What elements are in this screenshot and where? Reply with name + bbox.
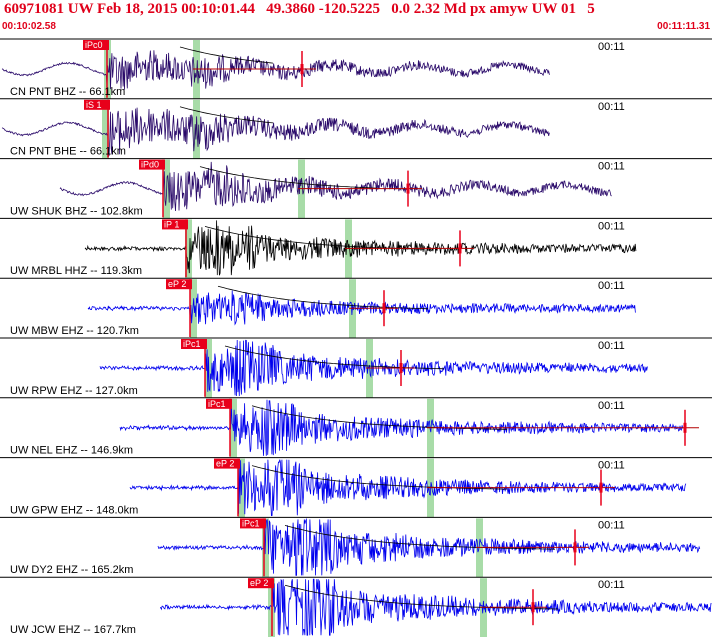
seismogram-trace — [84, 220, 637, 276]
phase-pick-label: iPc0 — [85, 40, 103, 50]
phase-pick-label: iS 1 — [86, 100, 102, 110]
station-label: CN PNT BHE -- 66.1km — [10, 146, 126, 158]
phase-pick-label-box[interactable] — [214, 458, 240, 469]
trace-panel[interactable]: eP 2 00:11 UW JCW EHZ -- 167.7km — [0, 576, 712, 637]
station-label: UW SHUK BHZ -- 102.8km — [10, 205, 143, 217]
coda-end-handle[interactable] — [399, 363, 403, 373]
coda-end-handle[interactable] — [573, 542, 577, 553]
trace-panel[interactable]: eP 2 00:11 UW MBW EHZ -- 120.7km — [0, 277, 712, 338]
coda-end-handle[interactable] — [382, 303, 386, 314]
time-mark: 00:11 — [598, 519, 625, 531]
phase-pick-label: iPc1 — [208, 399, 226, 409]
phase-pick-label-box[interactable] — [181, 339, 207, 349]
window-end-time: 00:11:11.31 — [657, 21, 710, 32]
coda-end-handle[interactable] — [406, 183, 410, 194]
seismogram-trace — [1, 107, 550, 158]
station-label: UW MRBL HHZ -- 119.3km — [10, 265, 142, 277]
phase-pick-label-box[interactable] — [166, 279, 192, 290]
coda-decay-curve — [199, 166, 378, 189]
trace-panel[interactable]: eP 2 00:11 UW GPW EHZ -- 148.0km — [0, 457, 712, 518]
coda-end-handle[interactable] — [683, 422, 687, 433]
station-label: CN PNT BHZ -- 66.1km — [10, 86, 125, 98]
seismogram-trace — [87, 290, 636, 326]
coda-decay-curve — [284, 584, 558, 610]
time-mark: 00:11 — [598, 340, 625, 352]
trace-panel[interactable]: iS 1 00:11 CN PNT BHE -- 66.1km — [0, 98, 712, 159]
station-label: UW DY2 EHZ -- 165.2km — [10, 564, 133, 576]
phase-pick-label: iPd0 — [141, 160, 159, 170]
seismogram-trace — [157, 517, 701, 576]
time-mark: 00:11 — [598, 41, 625, 53]
station-label: UW GPW EHZ -- 148.0km — [10, 504, 138, 516]
window-start-time: 00:10:02.58 — [2, 21, 56, 32]
phase-pick-label-box[interactable] — [162, 219, 188, 230]
coda-decay-curve — [251, 465, 507, 490]
seismogram-trace — [99, 339, 648, 397]
coda-decay-curve — [224, 345, 445, 370]
seismogram-trace — [160, 578, 712, 636]
coda-end-handle[interactable] — [599, 482, 603, 493]
trace-panel[interactable]: iPc1 00:11 UW RPW EHZ -- 127.0km — [0, 337, 712, 398]
coda-decay-curve — [284, 525, 556, 550]
trace-panel[interactable]: iPd0 00:11 UW SHUK BHZ -- 102.8km — [0, 158, 712, 219]
coda-decay-curve — [251, 405, 507, 430]
phase-pick-label-box[interactable] — [139, 159, 165, 170]
phase-pick-label-box[interactable] — [206, 398, 232, 409]
coda-window-marker[interactable] — [102, 99, 109, 159]
time-mark: 00:11 — [598, 280, 625, 292]
coda-window-marker[interactable] — [190, 279, 197, 338]
phase-pick-label: eP 2 — [250, 578, 268, 588]
trace-panel[interactable]: iPc1 00:11 UW NEL EHZ -- 146.9km — [0, 397, 712, 458]
coda-end-handle[interactable] — [458, 243, 462, 254]
seismogram-trace — [1, 50, 550, 90]
time-mark: 00:11 — [598, 220, 625, 232]
station-label: UW NEL EHZ -- 146.9km — [10, 445, 133, 457]
trace-panel[interactable]: iP 1 00:11 UW MRBL HHZ -- 119.3km — [0, 217, 712, 279]
trace-panel[interactable]: iPc1 00:11 UW DY2 EHZ -- 165.2km — [0, 516, 712, 578]
event-summary-header: 60971081 UW Feb 18, 2015 00:10:01.44 49.… — [4, 1, 595, 17]
station-label: UW MBW EHZ -- 120.7km — [10, 325, 139, 337]
phase-pick-label-box[interactable] — [248, 578, 274, 589]
coda-end-handle[interactable] — [531, 602, 535, 613]
phase-pick-label: iPc1 — [242, 518, 260, 528]
phase-pick-label-box[interactable] — [84, 99, 110, 110]
phase-pick-label-box[interactable] — [83, 40, 109, 50]
time-mark: 00:11 — [598, 161, 625, 173]
time-mark: 00:11 — [598, 101, 625, 113]
seismogram-trace — [119, 399, 684, 456]
time-mark: 00:11 — [598, 460, 625, 472]
coda-decay-curve — [217, 285, 429, 310]
phase-pick-label: iPc1 — [183, 339, 201, 349]
phase-pick-label: eP 2 — [168, 279, 186, 289]
coda-end-handle[interactable] — [300, 64, 304, 74]
coda-decay-curve — [179, 46, 274, 64]
time-mark: 00:11 — [598, 579, 625, 591]
station-label: UW JCW EHZ -- 167.7km — [10, 624, 136, 636]
seismogram-trace — [59, 161, 612, 212]
coda-window-marker[interactable] — [185, 219, 192, 279]
coda-decay-curve — [179, 106, 274, 124]
time-mark: 00:11 — [598, 400, 625, 412]
station-label: UW RPW EHZ -- 127.0km — [10, 385, 138, 397]
trace-panel[interactable]: iPc0 00:11 CN PNT BHZ -- 66.1km — [0, 38, 712, 99]
phase-pick-label: iP 1 — [164, 219, 179, 229]
phase-pick-label-box[interactable] — [240, 518, 266, 529]
phase-pick-label: eP 2 — [216, 459, 234, 469]
